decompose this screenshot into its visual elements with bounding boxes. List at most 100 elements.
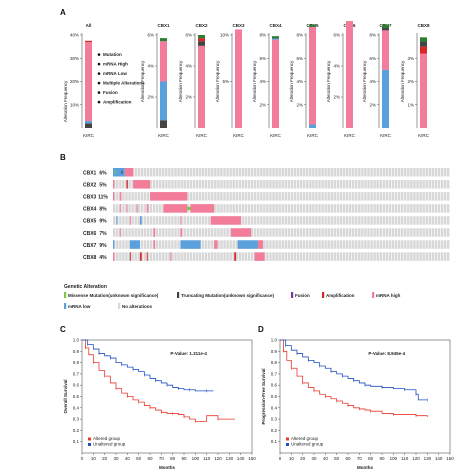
oncoprint-cell — [413, 228, 416, 237]
oncoprint-gene-pct: 8% — [99, 207, 107, 213]
oncoprint-cell — [278, 240, 281, 249]
oncoprint-cell — [116, 252, 119, 261]
oncoprint-cell — [428, 168, 432, 177]
km-xlabel: Months — [159, 465, 175, 470]
oncoprint-gene-pct: 6% — [99, 171, 107, 177]
oncoprint-cell — [296, 252, 300, 261]
oncoprint-cell — [397, 252, 401, 261]
oncoprint-cell — [302, 252, 306, 261]
oncoprint-cell — [235, 204, 239, 213]
oncoprint-cell — [324, 228, 327, 237]
oncoprint-cell — [431, 192, 435, 201]
oncoprint-cell — [195, 228, 199, 237]
oncoprint-cell — [143, 216, 147, 225]
oncoprint-cell — [256, 204, 260, 213]
km-x-tick-label: 70 — [159, 456, 165, 461]
oncoprint-cell — [201, 216, 205, 225]
oncoprint-cell — [339, 216, 343, 225]
oncoprint-cell — [198, 252, 202, 261]
oncoprint-cell — [195, 192, 199, 201]
oncoprint-gene-pct: 11% — [98, 195, 108, 201]
oncoprint-cell — [330, 252, 333, 261]
oncoprint-cell — [446, 180, 450, 189]
oncoprint-cell — [302, 192, 306, 201]
oncoprint-cell — [140, 216, 144, 225]
km-x-tick-label: 120 — [412, 456, 420, 461]
oncoprint-cell — [333, 204, 337, 213]
oncoprint-alteration-mrna_high — [214, 240, 218, 249]
oncoprint-legend-label-amplification: Amplification — [326, 293, 355, 298]
oncoprint-cell — [140, 168, 144, 177]
oncoprint-cell — [416, 204, 419, 213]
oncoprint-cell — [131, 228, 134, 237]
oncoprint-cell — [394, 216, 398, 225]
oncoprint-cell — [263, 192, 266, 201]
oncoprint-gene-pct: 9% — [99, 243, 107, 249]
oncoprint-cell — [272, 240, 275, 249]
oncoprint-cell — [437, 216, 441, 225]
oncoprint-cell — [162, 240, 165, 249]
oncoprint-cell — [223, 192, 226, 201]
bar-segment-mutation — [309, 24, 316, 27]
oncoprint-cell — [434, 168, 438, 177]
oncoprint-cell — [238, 252, 242, 261]
bar-category-label: KIRC — [380, 133, 392, 138]
oncoprint-cell — [385, 240, 389, 249]
km-y-tick-label: 0.7 — [73, 371, 80, 376]
oncoprint-cell — [186, 216, 189, 225]
oncoprint-cell — [260, 180, 263, 189]
oncoprint-cell — [364, 228, 367, 237]
bar-segment-mutation — [272, 36, 279, 39]
oncoprint-legend-label-no_alt: No alterations — [122, 304, 153, 309]
oncoprint-cell — [407, 168, 410, 177]
oncoprint-cell — [263, 180, 266, 189]
oncoprint-cell — [296, 192, 300, 201]
oncoprint-cell — [358, 204, 361, 213]
oncoprint-cell — [327, 252, 330, 261]
bar-segment-multiple — [198, 41, 205, 46]
oncoprint-cell — [235, 192, 239, 201]
bar-tick-label: 2% — [259, 102, 266, 107]
oncoprint-cell — [312, 204, 315, 213]
oncoprint-cell — [324, 192, 327, 201]
bar-segment-mrna_high — [235, 29, 242, 129]
oncoprint-row-cbx7: CBX7 9% — [83, 240, 450, 249]
oncoprint-cell — [351, 216, 355, 225]
oncoprint-cell — [171, 252, 174, 261]
oncoprint-cell — [407, 192, 410, 201]
oncoprint-alteration-mrna_high — [129, 216, 131, 225]
oncoprint-cell — [275, 168, 278, 177]
oncoprint-cell — [275, 228, 278, 237]
oncoprint-cell — [140, 252, 144, 261]
oncoprint-cell — [158, 252, 162, 261]
oncoprint-cell — [113, 228, 116, 237]
oncoprint-cell — [385, 168, 389, 177]
oncoprint-cell — [361, 192, 364, 201]
oncoprint-cell — [269, 228, 272, 237]
oncoprint-cell — [422, 228, 425, 237]
oncoprint-cell — [321, 240, 324, 249]
oncoprint-cell — [370, 180, 373, 189]
oncoprint-cell — [400, 168, 404, 177]
oncoprint-cell — [204, 180, 208, 189]
oncoprint-cell — [358, 168, 361, 177]
oncoprint-cell — [397, 192, 401, 201]
oncoprint-cell — [232, 192, 235, 201]
oncoprint-gene-label: CBX8 — [83, 255, 97, 261]
bar-segment-mrna_low — [382, 69, 389, 128]
oncoprint-alteration-amplification — [139, 252, 142, 261]
oncoprint-cell — [281, 192, 284, 201]
oncoprint-cell — [266, 240, 269, 249]
oncoprint-cell — [348, 192, 352, 201]
oncoprint-cell — [306, 180, 309, 189]
oncoprint-cell — [345, 204, 349, 213]
oncoprint-cell — [186, 168, 189, 177]
oncoprint-cell — [165, 216, 168, 225]
oncoprint-cell — [388, 228, 392, 237]
oncoprint-cell — [137, 204, 140, 213]
oncoprint-gene-pct: 5% — [99, 183, 107, 189]
oncoprint-cell — [116, 180, 119, 189]
oncoprint-cell — [385, 204, 389, 213]
oncoprint-cell — [122, 240, 125, 249]
